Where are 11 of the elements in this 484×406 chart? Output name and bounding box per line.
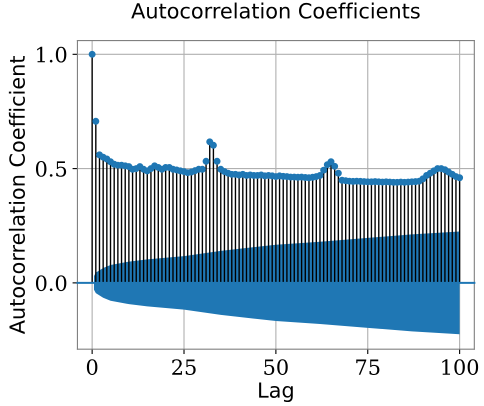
x-axis-title: Lag (259, 382, 293, 402)
chart-title: Autocorrelation Coefficients (131, 2, 420, 19)
x-tick-label: 75 (356, 360, 380, 376)
x-tick-label: 0 (86, 359, 98, 376)
x-tick-label: 50 (264, 359, 288, 376)
y-tick-label: 1.0 (37, 46, 66, 63)
y-tick-label: 0.5 (36, 161, 66, 177)
x-tick-label: 25 (172, 359, 196, 376)
y-axis-title: Autocorrelation Coefficient (8, 56, 25, 334)
y-tick-label: 0.0 (36, 275, 66, 292)
x-tick-label: 100 (442, 359, 478, 376)
